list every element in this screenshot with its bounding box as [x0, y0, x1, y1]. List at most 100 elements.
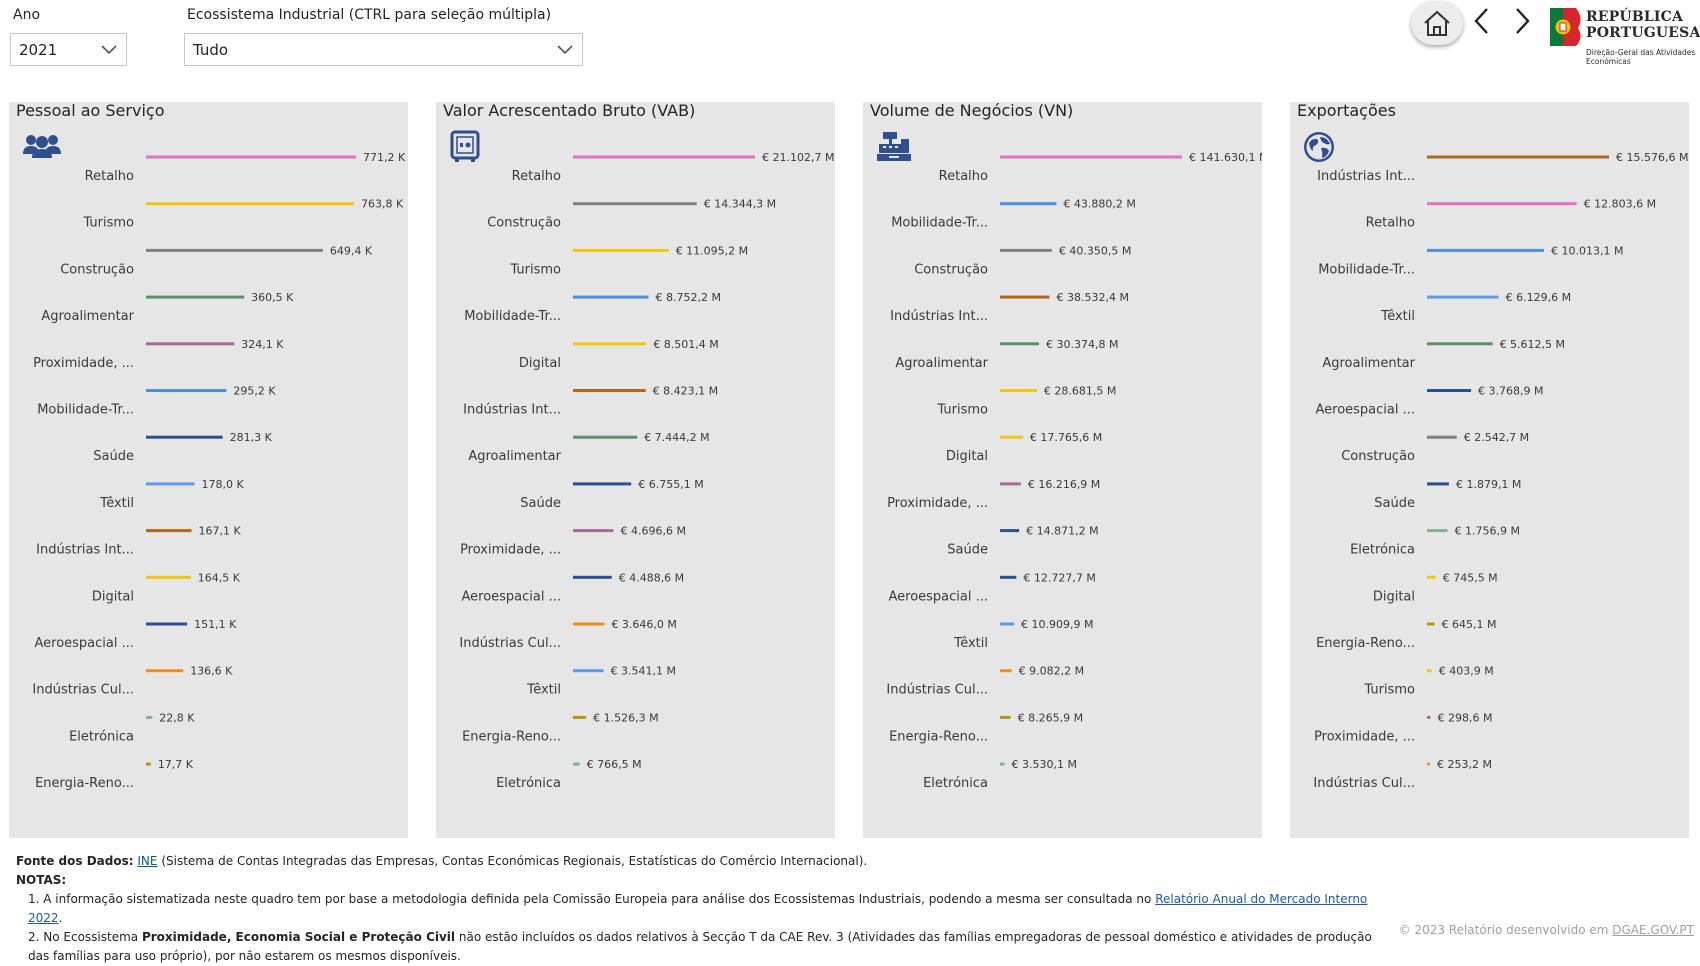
bar[interactable] — [1427, 762, 1430, 766]
bar[interactable] — [146, 529, 192, 533]
category-label: Saúde — [520, 496, 561, 511]
bar[interactable] — [573, 715, 587, 719]
bar-chart: Indústrias Int... € 15.576,6 M Retalho € 12… — [1313, 151, 1688, 791]
back-button[interactable] — [1470, 6, 1494, 36]
data-label: € 4.488,6 M — [619, 571, 684, 584]
data-label: € 10.013,1 M — [1551, 244, 1623, 257]
bar[interactable] — [146, 202, 354, 206]
dgae-link[interactable]: DGAE.GOV.PT — [1612, 923, 1694, 937]
bar[interactable] — [1427, 715, 1431, 719]
bar[interactable] — [573, 622, 605, 626]
data-label: 360,5 K — [251, 291, 294, 304]
bar[interactable] — [1000, 202, 1057, 206]
category-label: Digital — [1373, 589, 1415, 604]
data-label: 136,6 K — [190, 665, 233, 678]
bar-chart: Retalho 771,2 K Turismo 763,8 K Construção 64… — [32, 151, 406, 791]
bar[interactable] — [1427, 342, 1493, 346]
cash-register-icon — [877, 132, 911, 161]
data-label: € 14.871,2 M — [1026, 525, 1098, 538]
data-label: € 21.102,7 M — [762, 151, 834, 164]
category-label: Aeroespacial ... — [1315, 403, 1415, 418]
bar[interactable] — [146, 622, 188, 626]
bar[interactable] — [1427, 482, 1449, 486]
data-label: € 141.630,1 M — [1189, 151, 1262, 164]
home-button[interactable] — [1411, 1, 1463, 45]
bar[interactable] — [1427, 529, 1448, 533]
bar[interactable] — [1000, 155, 1182, 159]
category-label: Energia-Reno... — [35, 776, 134, 791]
bar[interactable] — [1000, 435, 1023, 439]
data-label: € 15.576,6 M — [1616, 151, 1688, 164]
republica-portuguesa-logo: REPÚBLICA PORTUGUESA Direção-Geral das At… — [1548, 6, 1700, 70]
ecosystem-dropdown[interactable]: Tudo — [184, 33, 583, 66]
bar[interactable] — [1427, 622, 1435, 626]
data-label: € 11.095,2 M — [676, 244, 748, 257]
bar[interactable] — [573, 762, 580, 766]
bar[interactable] — [1000, 529, 1020, 533]
bar[interactable] — [146, 715, 153, 719]
category-label: Eletrónica — [69, 729, 134, 744]
data-label: € 1.879,1 M — [1456, 478, 1521, 491]
bar[interactable] — [1000, 482, 1021, 486]
bar[interactable] — [573, 575, 612, 579]
bar[interactable] — [573, 389, 646, 392]
bar[interactable] — [146, 762, 151, 766]
data-label: 17,7 K — [158, 758, 194, 771]
ine-link[interactable]: INE — [137, 854, 158, 868]
bar[interactable] — [573, 435, 638, 439]
category-label: Retalho — [1366, 216, 1415, 231]
bar[interactable] — [146, 669, 184, 673]
bar[interactable] — [146, 575, 191, 579]
chevron-right-icon — [1516, 8, 1530, 34]
bar[interactable] — [1427, 389, 1472, 392]
bar[interactable] — [1427, 575, 1436, 579]
category-label: Saúde — [1374, 496, 1415, 511]
bar[interactable] — [1427, 295, 1499, 299]
bar[interactable] — [1000, 762, 1005, 766]
bar[interactable] — [146, 248, 323, 252]
bar[interactable] — [1000, 715, 1011, 719]
category-label: Turismo — [509, 262, 561, 277]
bar[interactable] — [1427, 435, 1457, 439]
bar[interactable] — [146, 295, 245, 299]
bar[interactable] — [146, 435, 223, 439]
data-label: € 745,5 M — [1443, 571, 1498, 584]
bar[interactable] — [1427, 669, 1432, 673]
data-label: € 43.880,2 M — [1063, 198, 1135, 211]
data-label: € 40.350,5 M — [1059, 244, 1131, 257]
category-label: Construção — [914, 262, 988, 277]
bar[interactable] — [573, 155, 755, 159]
bar[interactable] — [146, 342, 235, 346]
bar[interactable] — [573, 202, 697, 206]
relatorio-link[interactable]: Relatório Anual do Mercado Interno 2022 — [28, 892, 1368, 925]
bar[interactable] — [1427, 248, 1544, 252]
bar[interactable] — [146, 389, 227, 392]
bar[interactable] — [1000, 669, 1012, 673]
bar[interactable] — [146, 155, 356, 159]
data-label: € 8.501,4 M — [653, 338, 718, 351]
category-label: Têxtil — [99, 496, 134, 511]
bar[interactable] — [1427, 202, 1577, 206]
bar[interactable] — [573, 342, 647, 346]
bar[interactable] — [1427, 155, 1609, 159]
bar[interactable] — [1000, 622, 1015, 626]
bar[interactable] — [146, 482, 195, 486]
copyright-text: © 2023 Relatório desenvolvido em — [1398, 923, 1609, 937]
bar[interactable] — [1000, 389, 1037, 392]
bar[interactable] — [1000, 575, 1017, 579]
year-dropdown[interactable]: 2021 — [10, 33, 127, 66]
bar[interactable] — [573, 482, 632, 486]
data-label: € 12.727,7 M — [1023, 571, 1095, 584]
forward-button[interactable] — [1510, 6, 1534, 36]
people-icon — [23, 135, 61, 158]
bar[interactable] — [573, 248, 669, 252]
bar[interactable] — [573, 669, 604, 673]
category-label: Agroalimentar — [895, 356, 988, 371]
data-label: € 253,2 M — [1437, 758, 1492, 771]
bar[interactable] — [573, 295, 649, 299]
bar[interactable] — [1000, 342, 1040, 346]
bar[interactable] — [1000, 295, 1050, 299]
bar[interactable] — [573, 529, 614, 533]
bar[interactable] — [1000, 248, 1052, 252]
panel-pessoal: Pessoal ao Serviço Retalho 771,2 K Turismo… — [9, 101, 408, 838]
